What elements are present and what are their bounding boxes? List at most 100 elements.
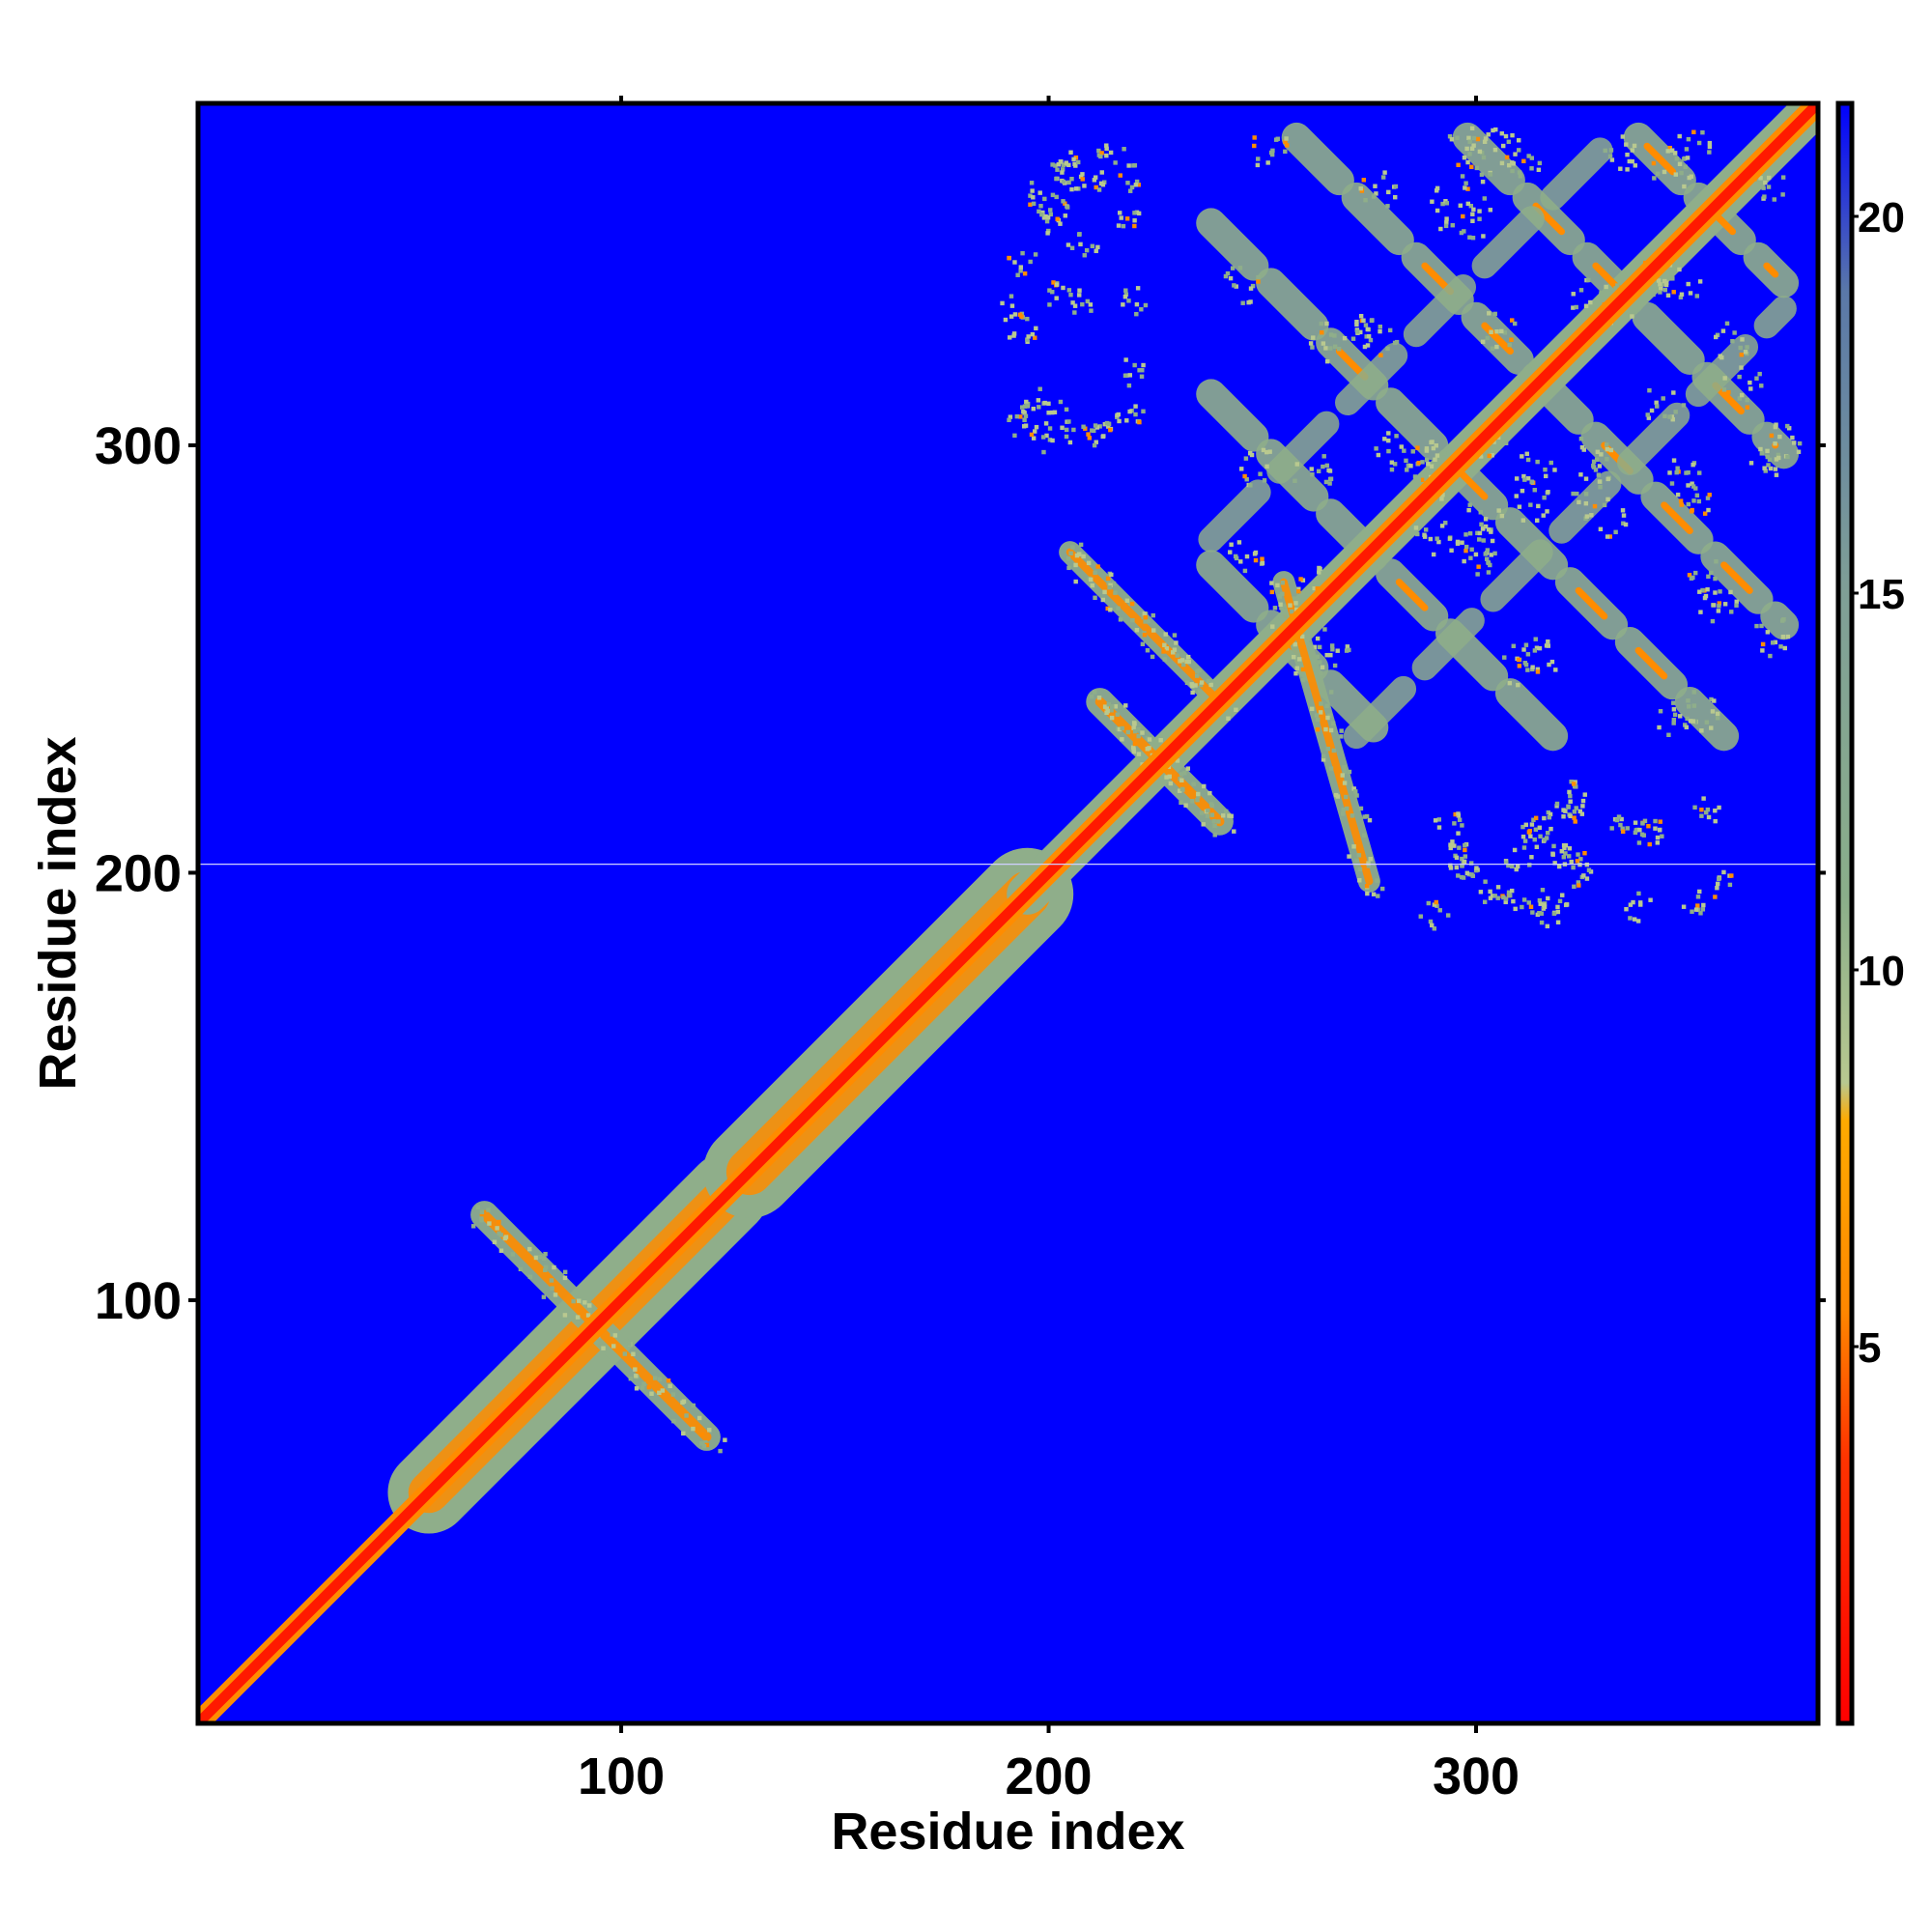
lattice-speckle <box>1691 498 1696 503</box>
lattice-speckle <box>1602 502 1607 508</box>
lattice-speckle <box>1386 431 1391 436</box>
lattice-speckle <box>1293 478 1297 484</box>
antiparallel-speckle <box>1179 786 1185 792</box>
lattice-speckle <box>1697 279 1703 284</box>
lattice-speckle <box>1361 318 1366 323</box>
antiparallel-speckle <box>1124 598 1130 603</box>
sparse-contact <box>1087 436 1093 440</box>
lattice-speckle <box>1671 700 1676 705</box>
lattice-speckle <box>1705 587 1710 592</box>
sparse-contact <box>1048 212 1053 217</box>
lattice-speckle <box>1683 156 1688 161</box>
antiparallel-speckle <box>1143 619 1148 624</box>
lattice-speckle <box>1477 149 1483 155</box>
y-tick-label: 100 <box>95 1272 182 1330</box>
sparse-contact <box>1137 419 1142 425</box>
lattice-speckle <box>1480 339 1486 345</box>
lattice-speckle <box>1604 284 1608 290</box>
sparse-contact <box>1092 178 1097 183</box>
sparse-contact <box>1520 904 1524 910</box>
lattice-speckle <box>1738 345 1743 351</box>
lattice-speckle <box>1243 456 1249 461</box>
lattice-speckle <box>1238 559 1243 564</box>
sparse-contact <box>1046 411 1051 415</box>
sparse-contact <box>1030 188 1035 193</box>
sparse-contact <box>1054 176 1059 182</box>
lattice-speckle <box>1691 129 1696 134</box>
antiparallel-speckle <box>533 1255 539 1261</box>
lattice-speckle <box>1512 321 1518 327</box>
lattice-speckle <box>1703 593 1709 599</box>
sparse-contact <box>1563 851 1568 856</box>
lattice-speckle <box>1683 164 1688 169</box>
sparse-contact <box>1066 162 1071 168</box>
sparse-contact <box>1563 809 1568 813</box>
sparse-contact <box>1116 412 1122 417</box>
sparse-contact <box>1098 154 1103 159</box>
antiparallel-speckle <box>1125 729 1131 735</box>
antiparallel-speckle <box>1151 612 1155 618</box>
lattice-speckle <box>1608 148 1614 153</box>
lattice-speckle <box>1521 158 1526 164</box>
antiparallel-speckle <box>1163 632 1168 637</box>
lattice-speckle <box>1633 309 1638 314</box>
sparse-contact <box>1566 805 1571 810</box>
lattice-speckle <box>1686 698 1690 703</box>
sparse-contact <box>1071 427 1076 433</box>
sparse-contact <box>1066 419 1071 424</box>
sparse-contact <box>1025 316 1030 322</box>
antiparallel-speckle <box>1136 727 1141 732</box>
sparse-contact <box>1453 811 1458 817</box>
lattice-speckle <box>1654 400 1659 406</box>
sparse-contact <box>1118 173 1122 178</box>
lattice-speckle <box>1471 135 1477 141</box>
lattice-speckle <box>1480 526 1486 531</box>
antiparallel-speckle <box>1316 717 1321 723</box>
lattice-speckle <box>1717 601 1722 606</box>
sparse-contact <box>1047 302 1052 307</box>
lattice-speckle <box>1748 461 1754 466</box>
antiparallel-speckle <box>1185 766 1191 771</box>
sparse-contact <box>1023 413 1029 418</box>
lattice-speckle <box>1729 610 1734 614</box>
lattice-speckle <box>1525 457 1531 463</box>
sparse-contact <box>1047 288 1052 293</box>
lattice-speckle <box>1239 467 1244 471</box>
lattice-contact-core <box>1763 262 1779 278</box>
lattice-speckle <box>1535 667 1541 672</box>
sparse-contact <box>1104 153 1109 158</box>
plot-frame <box>195 100 1821 1726</box>
sparse-contact <box>1068 293 1073 298</box>
lattice-speckle <box>1462 558 1466 564</box>
lattice-speckle <box>1773 639 1778 645</box>
antiparallel-speckle <box>684 1413 689 1418</box>
antiparallel-speckle <box>470 1224 476 1229</box>
lattice-speckle <box>1595 449 1601 455</box>
lattice-speckle <box>1430 199 1435 204</box>
lattice-speckle <box>1416 460 1421 466</box>
lattice-speckle <box>1520 518 1526 523</box>
lattice-speckle <box>1796 449 1802 454</box>
lattice-speckle <box>1270 624 1275 629</box>
sparse-contact <box>1562 845 1567 851</box>
lattice-speckle <box>1489 527 1493 532</box>
lattice-speckle <box>1475 136 1481 142</box>
sparse-contact <box>1660 834 1664 838</box>
lattice-speckle <box>1670 417 1675 422</box>
sparse-contact <box>1478 890 1484 895</box>
lattice-speckle <box>1598 485 1603 490</box>
sparse-contact <box>1095 244 1100 250</box>
lattice-speckle <box>1518 174 1523 179</box>
lattice-speckle <box>1486 570 1492 575</box>
lattice-speckle <box>1465 201 1471 207</box>
lattice-speckle <box>1323 479 1329 485</box>
sparse-contact <box>1705 807 1711 812</box>
lattice-speckle <box>1376 452 1381 458</box>
colorbar-tick-label: 10 <box>1858 948 1905 995</box>
lattice-speckle <box>1483 136 1489 141</box>
lattice-speckle <box>1767 457 1773 463</box>
lattice-speckle <box>1623 522 1629 527</box>
antiparallel-speckle <box>1296 657 1302 662</box>
lattice-speckle <box>1520 488 1525 494</box>
lattice-speckle <box>1424 457 1430 463</box>
